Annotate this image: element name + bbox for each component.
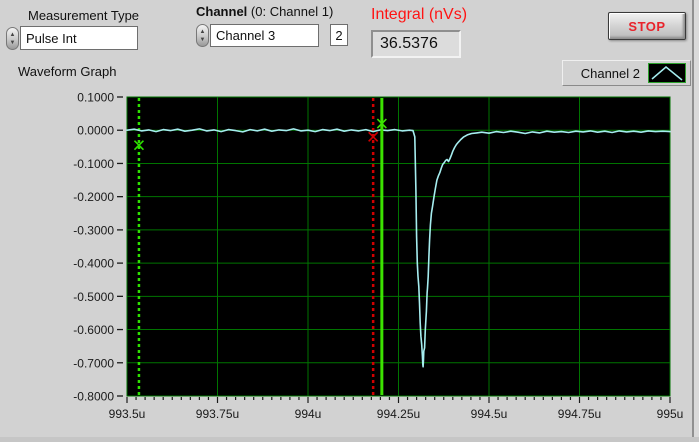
y-tick-label: -0.6000 [73, 323, 114, 337]
x-tick-label: 995u [657, 407, 684, 421]
measurement-type-field[interactable]: Pulse Int [20, 26, 138, 50]
channel-2-trace [126, 128, 671, 368]
x-tick-label: 993.75u [196, 407, 239, 421]
integral-value-display: 36.5376 [371, 30, 461, 58]
channel-spinner[interactable] [196, 24, 209, 47]
y-tick-label: -0.3000 [73, 223, 114, 237]
cursor-red-dotted-marker[interactable] [368, 131, 379, 142]
y-tick-label: -0.1000 [73, 157, 114, 171]
channel-index-box[interactable]: 2 [330, 24, 348, 46]
channel-label-rest: (0: Channel 1) [247, 4, 334, 19]
graph-legend-channel-2[interactable]: Channel 2 [562, 60, 691, 86]
window-bottom-edge [0, 437, 699, 442]
x-tick-label: 994.75u [558, 407, 601, 421]
measurement-type-label: Measurement Type [28, 8, 140, 23]
cursor-green-dotted-marker[interactable] [133, 140, 145, 151]
spinner-up-icon[interactable] [197, 28, 208, 36]
legend-label: Channel 2 [580, 65, 640, 81]
y-tick-label: -0.7000 [73, 356, 114, 370]
window-right-edge [692, 0, 694, 442]
channel-label-bold: Channel [196, 4, 248, 19]
measurement-type-spinner[interactable] [6, 27, 19, 50]
stop-button[interactable]: STOP [608, 12, 686, 40]
waveform-graph-title: Waveform Graph [18, 64, 117, 79]
y-tick-label: -0.2000 [73, 190, 114, 204]
spinner-down-icon[interactable] [197, 36, 208, 44]
spinner-down-icon[interactable] [7, 39, 18, 47]
window-right-margin [694, 0, 699, 442]
channel-field[interactable]: Channel 3 [210, 24, 319, 47]
y-tick-label: -0.8000 [73, 390, 114, 404]
waveform-peak-icon [648, 63, 686, 83]
y-tick-label: 0.1000 [77, 91, 114, 105]
x-tick-label: 994.5u [471, 407, 508, 421]
spinner-up-icon[interactable] [7, 31, 18, 39]
channel-label: Channel (0: Channel 1) [196, 4, 333, 19]
cursor-green-solid-marker[interactable] [376, 118, 387, 129]
y-tick-label: -0.5000 [73, 290, 114, 304]
waveform-graph[interactable]: 0.1000 0.0000 -0.1000 -0.2000 -0.3000 -0.4000… [33, 88, 693, 436]
y-tick-label: -0.4000 [73, 257, 114, 271]
integral-label: Integral (nVs) [371, 6, 468, 23]
y-tick-label: 0.0000 [77, 124, 114, 138]
x-tick-label: 994u [295, 407, 322, 421]
x-tick-label: 994.25u [377, 407, 420, 421]
x-tick-label: 993.5u [109, 407, 146, 421]
